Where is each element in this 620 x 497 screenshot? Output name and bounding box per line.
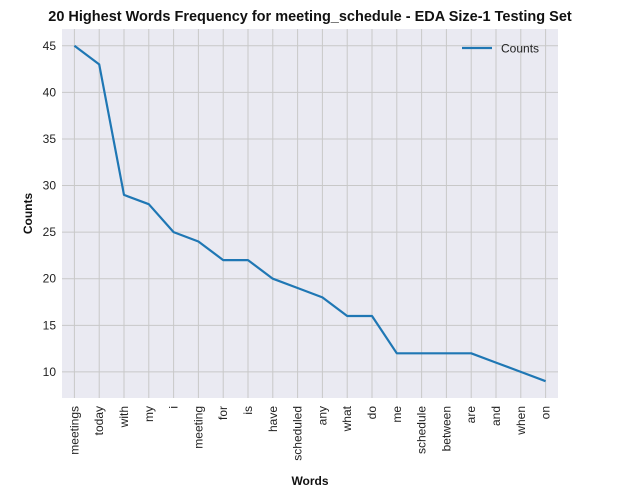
legend: Counts — [462, 42, 539, 56]
x-tick-label-are: are — [464, 406, 478, 424]
y-tick-label: 20 — [43, 272, 57, 286]
x-tick-label-i: i — [167, 406, 181, 409]
x-tick-label-any: any — [315, 406, 329, 425]
x-tick-label-between: between — [439, 406, 453, 451]
y-tick-label: 45 — [43, 39, 57, 53]
x-tick-label-and: and — [489, 406, 503, 426]
x-tick-label-me: me — [390, 406, 404, 423]
x-tick-label-meeting: meeting — [191, 406, 205, 449]
x-tick-label-with: with — [117, 406, 131, 428]
series-line-counts — [73, 44, 546, 383]
x-axis-ticks: meetings today with my i meeting for is have sche… — [67, 405, 552, 460]
x-tick-label-today: today — [92, 406, 106, 435]
y-tick-label: 40 — [43, 85, 57, 99]
x-axis-label: Words — [291, 474, 328, 488]
y-tick-label: 15 — [43, 318, 57, 332]
plot-area — [62, 29, 558, 398]
x-tick-label-my: my — [142, 406, 156, 422]
y-axis-label: Counts — [21, 193, 35, 235]
x-tick-label-on: on — [539, 406, 553, 419]
x-tick-label-what: what — [340, 405, 354, 432]
legend-label-counts: Counts — [501, 42, 539, 56]
x-tick-label-scheduled: scheduled — [291, 406, 305, 461]
y-tick-label: 35 — [43, 132, 57, 146]
chart-title: 20 Highest Words Frequency for meeting_s… — [48, 9, 572, 25]
x-tick-label-meetings: meetings — [67, 406, 81, 455]
y-tick-label: 25 — [43, 225, 57, 239]
x-tick-label-is: is — [241, 406, 255, 415]
y-tick-label: 30 — [43, 179, 57, 193]
x-tick-label-when: when — [514, 406, 528, 436]
x-tick-label-do: do — [365, 406, 379, 420]
grid-lines — [62, 29, 558, 398]
y-tick-label: 10 — [43, 365, 57, 379]
x-tick-label-have: have — [266, 406, 280, 432]
x-tick-label-for: for — [216, 406, 230, 420]
y-axis-ticks: 10 15 20 25 30 35 40 45 — [43, 39, 57, 379]
x-tick-label-schedule: schedule — [415, 406, 429, 454]
